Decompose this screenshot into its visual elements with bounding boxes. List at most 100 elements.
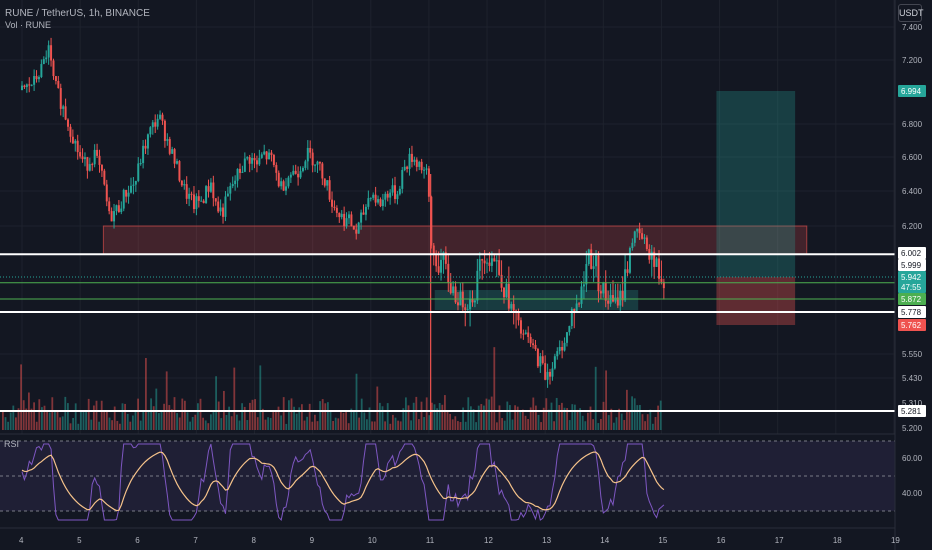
volume-bar — [267, 417, 269, 430]
candle — [47, 45, 50, 58]
volume-bar — [9, 412, 12, 430]
volume-bar — [233, 367, 236, 430]
candle — [253, 157, 256, 161]
volume-bar — [43, 405, 46, 430]
volume-bar — [272, 410, 275, 430]
candle — [442, 252, 445, 260]
volume-bar — [347, 423, 350, 430]
volume-bar — [410, 420, 412, 430]
currency-button[interactable]: USDT — [898, 4, 924, 22]
volume-bar — [215, 376, 217, 430]
volume-bar — [516, 406, 519, 430]
candle — [173, 149, 176, 164]
candle — [69, 126, 72, 137]
volume-bar — [228, 406, 230, 430]
volume-bar — [7, 421, 9, 430]
volume-bar — [38, 399, 41, 430]
volume-bar — [449, 413, 451, 430]
candle — [490, 258, 493, 266]
candle — [297, 173, 300, 178]
candle — [357, 222, 360, 234]
candle — [527, 332, 530, 337]
volume-bar — [67, 403, 69, 430]
volume-bar — [641, 414, 644, 430]
volume-bar — [618, 408, 620, 430]
x-tick-label: 13 — [542, 536, 551, 545]
symbol-title: RUNE / TetherUS, 1h, BINANCE — [5, 8, 150, 19]
candle — [369, 197, 372, 199]
volume-bar — [613, 422, 615, 430]
rsi-label: RSI — [4, 439, 20, 449]
candle — [76, 140, 79, 153]
volume-bar — [332, 421, 334, 430]
candle — [611, 295, 614, 302]
volume-bar — [74, 403, 77, 430]
volume-bar — [392, 414, 394, 430]
candle — [294, 170, 297, 174]
price-badge-label: 5.942 — [901, 273, 922, 282]
volume-bar — [329, 411, 332, 430]
candle — [440, 259, 443, 273]
volume-bar — [160, 409, 163, 430]
candle — [202, 200, 205, 203]
volume-bar — [108, 417, 111, 430]
price-badge — [898, 85, 926, 97]
candle — [420, 161, 423, 171]
candle — [607, 300, 610, 304]
candle — [37, 77, 40, 80]
volume-bar — [264, 419, 267, 430]
candle — [486, 262, 489, 264]
volume-bar — [472, 409, 475, 430]
candle — [137, 163, 140, 181]
candle — [79, 152, 82, 157]
x-tick-label: 9 — [310, 536, 315, 545]
volume-bar — [82, 411, 85, 430]
candle — [144, 145, 147, 149]
candle — [350, 214, 353, 226]
candle — [403, 166, 406, 170]
candle — [638, 228, 641, 234]
volume-bar — [397, 420, 399, 430]
supply-zone — [102, 225, 808, 255]
volume-bar — [269, 417, 272, 430]
candle — [33, 76, 36, 85]
candle — [42, 59, 45, 65]
volume-bar — [462, 407, 464, 430]
candle — [159, 114, 162, 119]
candle — [493, 258, 496, 262]
rsi-panel — [0, 434, 895, 528]
candle — [394, 185, 397, 200]
candle — [590, 249, 593, 269]
volume-bar — [256, 417, 259, 430]
volume-bar — [623, 420, 626, 430]
volume-bar — [285, 423, 288, 430]
volume-bar — [204, 420, 207, 430]
candle — [551, 368, 554, 377]
x-tick-label: 4 — [19, 536, 24, 545]
candle — [541, 356, 544, 364]
volume-bar — [527, 418, 529, 430]
volume-bar — [33, 402, 35, 430]
candle — [96, 149, 99, 156]
long-position-stop-zone — [716, 277, 796, 325]
candle — [510, 304, 513, 309]
candle — [127, 192, 130, 197]
candle — [619, 290, 622, 306]
candle — [386, 193, 389, 198]
volume-bar — [405, 397, 407, 430]
candle — [558, 347, 561, 352]
candle — [246, 157, 249, 159]
volume-bar — [363, 412, 366, 430]
candle — [502, 287, 505, 298]
volume-bar — [436, 408, 438, 430]
volume-bar — [316, 421, 319, 430]
y-tick-label: 5.310 — [902, 399, 923, 408]
volume-bar — [607, 415, 610, 430]
volume-bar — [561, 402, 563, 430]
candle — [658, 258, 661, 279]
volume-bar — [85, 410, 87, 430]
candle — [183, 184, 186, 186]
candle — [205, 186, 208, 203]
candle — [299, 171, 302, 178]
